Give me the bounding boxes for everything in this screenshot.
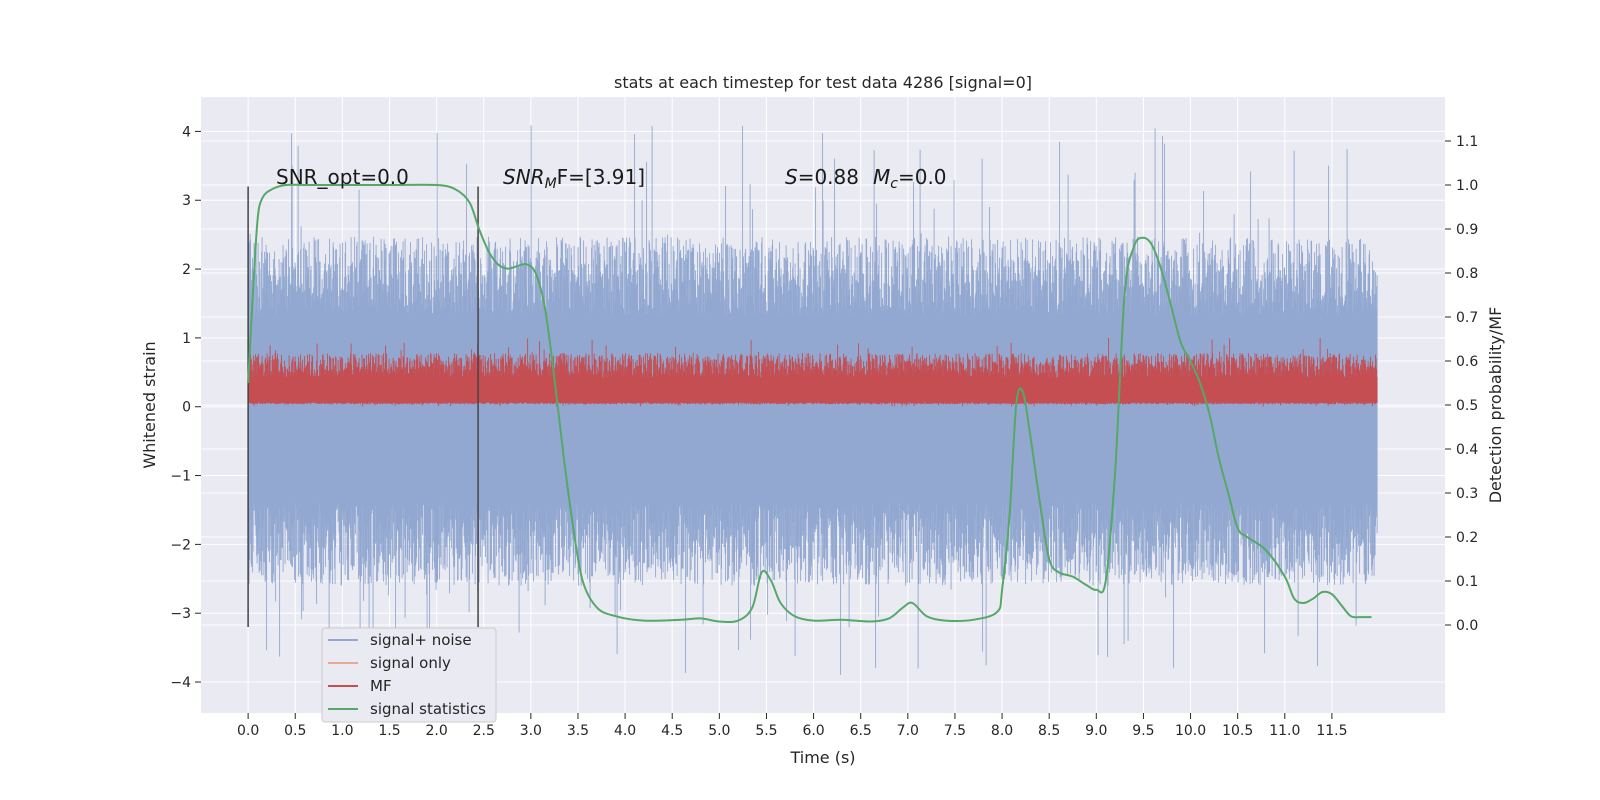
y2-tick-label-4: 0.4 bbox=[1456, 442, 1478, 458]
x-axis-ticks: 0.0 0.5 1.0 1.5 2.0 2.5 3.0 3.5 4.0 4.5 5.0 5.5 6.0 6… bbox=[237, 713, 1347, 739]
y2-tick-label-6: 0.6 bbox=[1456, 354, 1478, 370]
y-tick-label-3: −1 bbox=[170, 469, 191, 485]
y2-tick-label-11: 1.1 bbox=[1456, 134, 1478, 150]
x-tick-label-12: 6.0 bbox=[802, 723, 824, 739]
y-tick-label-6: 2 bbox=[182, 262, 191, 278]
y-tick-label-5: 1 bbox=[182, 331, 191, 347]
signal-statistics-line bbox=[247, 183, 1372, 624]
x-tick-label-16: 8.0 bbox=[991, 723, 1013, 739]
x-tick-label-14: 7.0 bbox=[897, 723, 919, 739]
annotation-snr-opt: SNR_opt=0.0 bbox=[276, 165, 409, 189]
y-tick-label-8: 4 bbox=[182, 124, 191, 140]
legend-label-signal-plus-noise: signal+ noise bbox=[370, 631, 472, 649]
y-tick-label-2: −2 bbox=[170, 537, 191, 553]
y2-axis-label: Detection probability/MF bbox=[1486, 307, 1505, 504]
x-tick-label-10: 5.0 bbox=[708, 723, 730, 739]
x-tick-label-5: 2.5 bbox=[473, 723, 495, 739]
y-axis-label: Whitened strain bbox=[140, 341, 159, 468]
legend-box bbox=[321, 627, 497, 723]
x-tick-label-1: 0.5 bbox=[284, 723, 306, 739]
x-tick-label-7: 3.5 bbox=[567, 723, 589, 739]
legend-label-mf: MF bbox=[370, 677, 392, 695]
x-tick-label-17: 8.5 bbox=[1038, 723, 1060, 739]
y-tick-label-0: −4 bbox=[170, 675, 191, 691]
x-tick-label-20: 10.0 bbox=[1175, 723, 1206, 739]
legend-label-signal-statistics: signal statistics bbox=[370, 700, 486, 718]
x-tick-label-21: 10.5 bbox=[1222, 723, 1253, 739]
y2-tick-label-0: 0.0 bbox=[1456, 618, 1478, 634]
series-signal-statistics bbox=[247, 183, 1372, 624]
x-tick-label-11: 5.5 bbox=[755, 723, 777, 739]
legend-label-signal-only: signal only bbox=[370, 654, 451, 672]
y-tick-label-7: 3 bbox=[182, 193, 191, 209]
y2-tick-label-2: 0.2 bbox=[1456, 530, 1478, 546]
vertical-markers bbox=[247, 186, 479, 627]
x-tick-label-8: 4.0 bbox=[614, 723, 636, 739]
y2-tick-label-5: 0.5 bbox=[1456, 398, 1478, 414]
x-tick-label-6: 3.0 bbox=[520, 723, 542, 739]
x-tick-label-19: 9.5 bbox=[1132, 723, 1154, 739]
y2-tick-label-9: 0.9 bbox=[1456, 222, 1478, 238]
y2-tick-label-7: 0.7 bbox=[1456, 310, 1478, 326]
x-tick-label-15: 7.5 bbox=[944, 723, 966, 739]
x-tick-label-13: 6.5 bbox=[850, 723, 872, 739]
y2-tick-label-3: 0.3 bbox=[1456, 486, 1478, 502]
y-tick-label-1: −3 bbox=[170, 606, 191, 622]
x-tick-label-23: 11.5 bbox=[1316, 723, 1347, 739]
x-tick-label-18: 9.0 bbox=[1085, 723, 1107, 739]
x-tick-label-3: 1.5 bbox=[378, 723, 400, 739]
right-axis-ticks: 0.0 0.1 0.2 0.3 0.4 0.5 0.6 0.7 0.8 0.9 1.0 1.1 bbox=[1445, 134, 1478, 634]
left-axis-ticks: −4 −3 −2 −1 0 1 2 3 4 bbox=[170, 124, 201, 691]
x-tick-label-4: 2.0 bbox=[425, 723, 447, 739]
annotation-snr-mf: SNRMF=[3.91] bbox=[503, 165, 645, 192]
y2-tick-label-10: 1.0 bbox=[1456, 178, 1478, 194]
legend: signal+ noise signal only MF signal stat… bbox=[321, 627, 497, 723]
annotation-s-mc: S=0.88 Mc=0.0 bbox=[785, 165, 947, 192]
y2-tick-label-8: 0.8 bbox=[1456, 266, 1478, 282]
y-tick-label-4: 0 bbox=[182, 400, 191, 416]
chart-title: stats at each timestep for test data 428… bbox=[614, 73, 1032, 92]
y2-tick-label-1: 0.1 bbox=[1456, 574, 1478, 590]
x-tick-label-0: 0.0 bbox=[237, 723, 259, 739]
x-tick-label-9: 4.5 bbox=[661, 723, 683, 739]
x-tick-label-2: 1.0 bbox=[331, 723, 353, 739]
x-tick-label-22: 11.0 bbox=[1269, 723, 1300, 739]
x-axis-label: Time (s) bbox=[789, 748, 855, 767]
